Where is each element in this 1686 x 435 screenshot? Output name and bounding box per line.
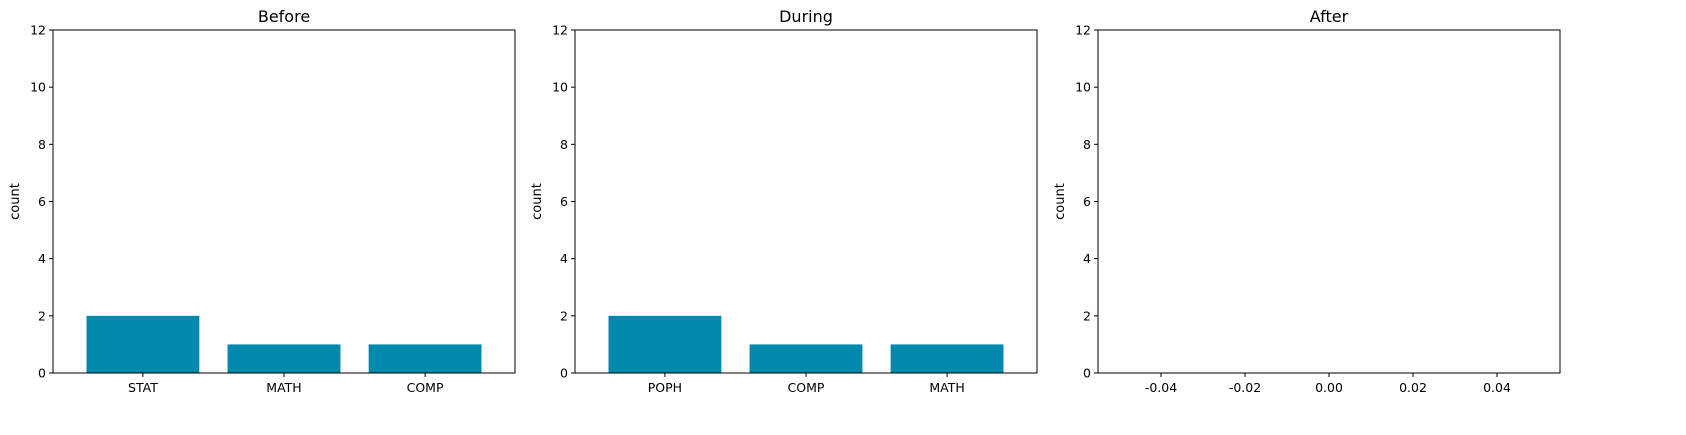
x-tick-label: COMP <box>407 380 444 395</box>
y-tick-label: 10 <box>552 80 568 95</box>
chart-title: During <box>779 7 833 26</box>
x-tick-label: STAT <box>128 380 158 395</box>
x-tick-label: -0.02 <box>1229 380 1261 395</box>
y-tick-label: 12 <box>552 23 568 38</box>
y-tick-label: 2 <box>1083 308 1091 323</box>
y-tick-label: 8 <box>560 137 568 152</box>
bar-math <box>227 344 341 373</box>
y-tick-label: 2 <box>560 308 568 323</box>
bar-comp <box>368 344 482 373</box>
y-tick-label: 8 <box>38 137 46 152</box>
y-tick-label: 4 <box>560 251 568 266</box>
chart-panel-before: Before count 0 2 4 6 8 10 12 STAT MATH COMP <box>8 7 516 395</box>
axes-frame <box>574 29 1038 374</box>
y-tick-label: 4 <box>38 251 46 266</box>
x-tick-label: 0.04 <box>1483 380 1511 395</box>
chart-panel-during: During count 0 2 4 6 8 10 12 POPH COMP MATH <box>530 7 1038 395</box>
x-tick-label: COMP <box>788 380 825 395</box>
x-tick-label: -0.04 <box>1145 380 1177 395</box>
bar-math <box>890 344 1004 373</box>
bar-poph <box>608 315 722 373</box>
y-tick-label: 2 <box>38 308 46 323</box>
y-tick-label: 4 <box>1083 251 1091 266</box>
y-tick-label: 0 <box>560 366 568 381</box>
y-axis-label: count <box>530 183 545 220</box>
y-tick-label: 0 <box>1083 366 1091 381</box>
bar-comp <box>749 344 863 373</box>
x-tick-label: MATH <box>266 380 301 395</box>
axes-frame <box>52 29 516 374</box>
y-axis-label: count <box>1053 183 1068 220</box>
y-tick-label: 12 <box>1075 23 1091 38</box>
y-tick-label: 6 <box>38 194 46 209</box>
y-axis-label: count <box>8 183 23 220</box>
y-tick-label: 12 <box>30 23 46 38</box>
axes-frame <box>1097 29 1561 374</box>
chart-title: Before <box>258 7 310 26</box>
y-tick-label: 8 <box>1083 137 1091 152</box>
chart-panel-after: After count 0 2 4 6 8 10 12 -0.04 -0.02 0.00 0.02 0.0… <box>1053 7 1561 395</box>
y-tick-label: 10 <box>1075 80 1091 95</box>
y-tick-label: 10 <box>30 80 46 95</box>
x-tick-label: 0.00 <box>1315 380 1343 395</box>
x-tick-label: 0.02 <box>1399 380 1427 395</box>
bar-stat <box>86 315 200 373</box>
y-tick-label: 0 <box>38 366 46 381</box>
y-tick-label: 6 <box>1083 194 1091 209</box>
x-tick-label: MATH <box>929 380 964 395</box>
y-tick-label: 6 <box>560 194 568 209</box>
x-tick-label: POPH <box>648 380 682 395</box>
chart-title: After <box>1310 7 1349 26</box>
